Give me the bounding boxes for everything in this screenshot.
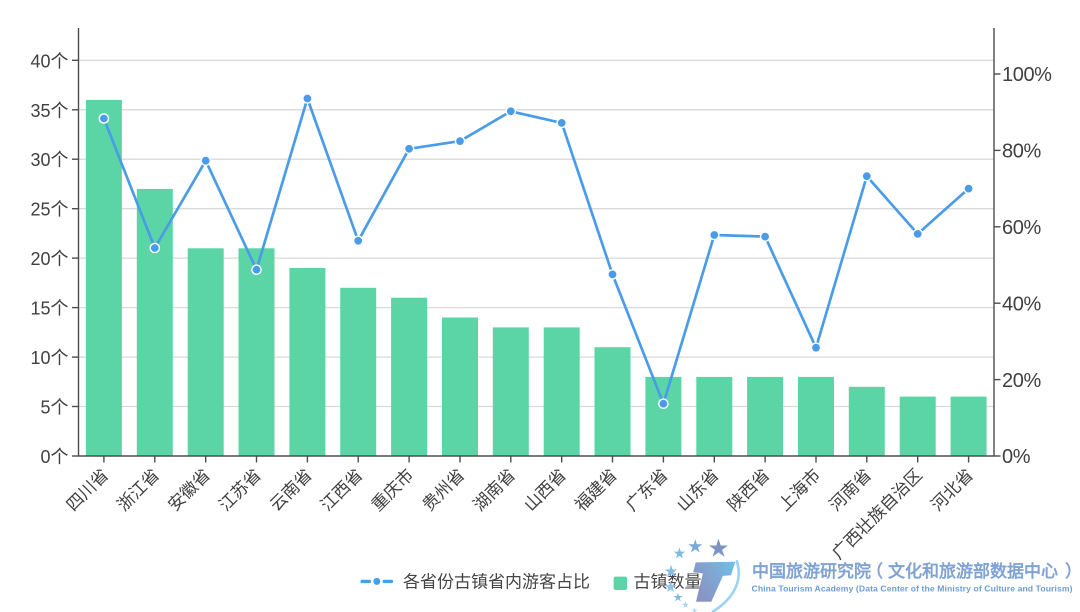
svg-text:China Tourism Academy (Data Ce: China Tourism Academy (Data Center of th… bbox=[752, 584, 1073, 594]
svg-text:40个: 40个 bbox=[30, 51, 68, 71]
svg-text:35个: 35个 bbox=[30, 101, 68, 121]
svg-text:25个: 25个 bbox=[30, 200, 68, 220]
svg-text:15个: 15个 bbox=[30, 299, 68, 319]
svg-text:20%: 20% bbox=[1002, 370, 1041, 392]
svg-text:0%: 0% bbox=[1002, 446, 1031, 468]
svg-text:20个: 20个 bbox=[30, 249, 68, 269]
svg-text:60%: 60% bbox=[1002, 217, 1041, 239]
svg-text:古镇数量: 古镇数量 bbox=[634, 572, 702, 591]
svg-text:0个: 0个 bbox=[40, 447, 68, 467]
svg-text:30个: 30个 bbox=[30, 150, 68, 170]
svg-text:5个: 5个 bbox=[40, 398, 68, 418]
svg-text:40%: 40% bbox=[1002, 293, 1041, 315]
svg-text:10个: 10个 bbox=[30, 348, 68, 368]
svg-text:各省份古镇省内游客占比: 各省份古镇省内游客占比 bbox=[403, 572, 590, 591]
svg-text:中国旅游研究院（文化和旅游部数据中心）: 中国旅游研究院（文化和旅游部数据中心） bbox=[752, 561, 1080, 581]
svg-text:80%: 80% bbox=[1002, 141, 1041, 163]
svg-text:100%: 100% bbox=[1002, 64, 1052, 86]
